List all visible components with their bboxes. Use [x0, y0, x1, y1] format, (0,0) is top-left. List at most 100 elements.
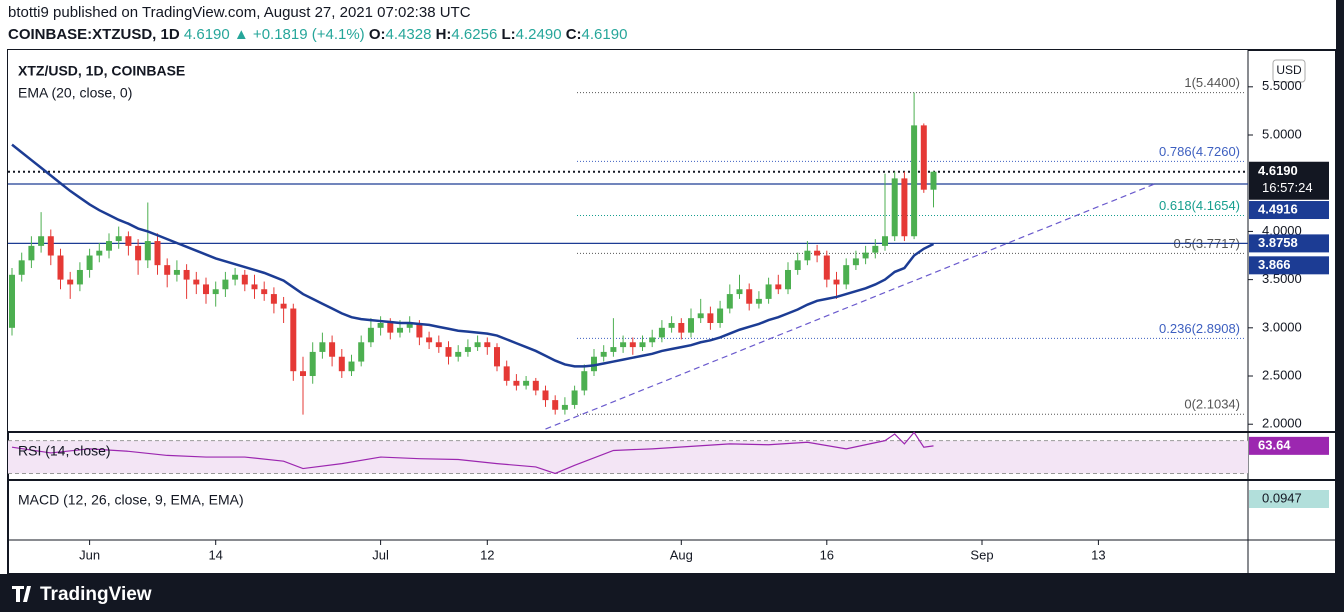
- fib-label: 1(5.4400): [1184, 75, 1240, 90]
- candle-body: [135, 245, 142, 261]
- candle-body: [426, 337, 433, 343]
- candle-body: [38, 236, 45, 246]
- candle-body: [852, 258, 859, 266]
- candle-body: [96, 250, 103, 256]
- currency-box: [1272, 59, 1306, 83]
- candle-body: [106, 241, 112, 251]
- macd-badge: [1249, 490, 1329, 508]
- fib-label: 0.236(2.8908): [1159, 321, 1240, 336]
- y-tick-label: 4.0000: [1262, 223, 1302, 238]
- footer-bar: [0, 574, 1344, 612]
- candle-body: [532, 380, 539, 391]
- candle-body: [406, 322, 413, 328]
- fib-label: 0.618(4.1654): [1159, 198, 1240, 213]
- ohlc-value: 4.4328: [385, 26, 432, 43]
- candle-body: [649, 337, 656, 343]
- change: ▲ +0.1819 (+4.1%): [233, 26, 365, 43]
- candle-body: [523, 380, 530, 386]
- candle-body: [930, 171, 937, 190]
- candle-body: [843, 265, 850, 285]
- candle-body: [18, 260, 25, 275]
- candle-body: [115, 236, 122, 242]
- candle-body: [513, 380, 520, 386]
- header: btotti9 published on TradingView.com, Au…: [8, 2, 627, 46]
- candle-body: [484, 342, 491, 348]
- countdown: 16:57:24: [1262, 180, 1313, 195]
- candle-body: [814, 250, 821, 256]
- ema-line: [11, 143, 935, 368]
- candle-body: [464, 347, 471, 352]
- fib-label: 0.786(4.7260): [1159, 144, 1240, 159]
- candle-body: [600, 351, 607, 357]
- candle-body: [125, 236, 132, 246]
- candle-body: [144, 241, 151, 261]
- candle-body: [639, 342, 646, 348]
- candle-body: [746, 289, 753, 304]
- candle-body: [261, 289, 268, 295]
- candle-body: [319, 342, 326, 352]
- chart-title: XTZ/USD, 1D, COINBASE: [18, 63, 185, 79]
- candle-body: [183, 269, 190, 280]
- symbol: COINBASE:XTZUSD, 1D: [8, 26, 180, 43]
- indicator-label: EMA (20, close, 0): [18, 85, 132, 101]
- candle-body: [571, 390, 578, 405]
- candle-body: [901, 178, 908, 237]
- x-tick-label: 13: [1091, 547, 1105, 562]
- candle-body: [300, 371, 306, 377]
- x-tick-label: Aug: [670, 547, 693, 562]
- quote-line: COINBASE:XTZUSD, 1D 4.6190 ▲ +0.1819 (+4…: [8, 24, 627, 46]
- candle-body: [736, 289, 743, 295]
- candle-body: [367, 327, 374, 343]
- brand: TradingView: [40, 584, 152, 605]
- candle-body: [329, 342, 336, 357]
- last: 4.6190: [183, 26, 230, 43]
- candle-body: [57, 255, 64, 280]
- candle-body: [232, 274, 239, 280]
- candle-body: [726, 294, 733, 309]
- candle-body: [775, 284, 782, 290]
- candle-body: [591, 356, 597, 372]
- x-tick-label: Jul: [372, 547, 389, 562]
- ohlc-value: 4.6190: [581, 26, 628, 43]
- candle-body: [416, 322, 423, 338]
- candle-body: [697, 313, 704, 319]
- price-badge-text: 4.4916: [1258, 201, 1298, 216]
- candle-body: [658, 327, 665, 338]
- candle-body: [86, 255, 93, 270]
- candle-body: [503, 366, 510, 381]
- ohlc-value: 4.6256: [451, 26, 498, 43]
- candle-body: [717, 308, 724, 323]
- candle-body: [435, 342, 442, 348]
- candle-body: [474, 342, 481, 348]
- candle-body: [377, 322, 384, 328]
- candle-body: [804, 250, 811, 261]
- logo-icon: [12, 586, 31, 602]
- ohlc-key: O:: [368, 26, 386, 43]
- ema-badge: [1249, 256, 1329, 275]
- candle-body: [610, 347, 617, 352]
- candle-body: [28, 245, 35, 261]
- candle-body: [164, 265, 171, 275]
- candle-body: [785, 269, 791, 290]
- ohlc-key: H:: [435, 26, 452, 43]
- rsi-title: RSI (14, close): [18, 443, 111, 459]
- candle-body: [755, 298, 762, 304]
- main-pane: [8, 50, 1248, 432]
- candle-body: [494, 347, 500, 367]
- rsi-badge: [1249, 436, 1329, 455]
- rsi-badge-text: 63.64: [1258, 437, 1291, 452]
- x-tick-label: Sep: [970, 547, 993, 562]
- candle-body: [9, 274, 15, 328]
- candle-body: [823, 255, 830, 280]
- price-badge-text: 3.8758: [1258, 235, 1298, 250]
- candle-body: [270, 294, 277, 304]
- macd-badge-text: 0.0947: [1262, 490, 1302, 505]
- macd-title: MACD (12, 26, close, 9, EMA, EMA): [18, 492, 244, 508]
- candle-body: [193, 279, 200, 285]
- price-badge: [1249, 234, 1329, 253]
- candle-body: [629, 342, 636, 348]
- candle-body: [678, 322, 685, 333]
- candle-body: [445, 347, 452, 357]
